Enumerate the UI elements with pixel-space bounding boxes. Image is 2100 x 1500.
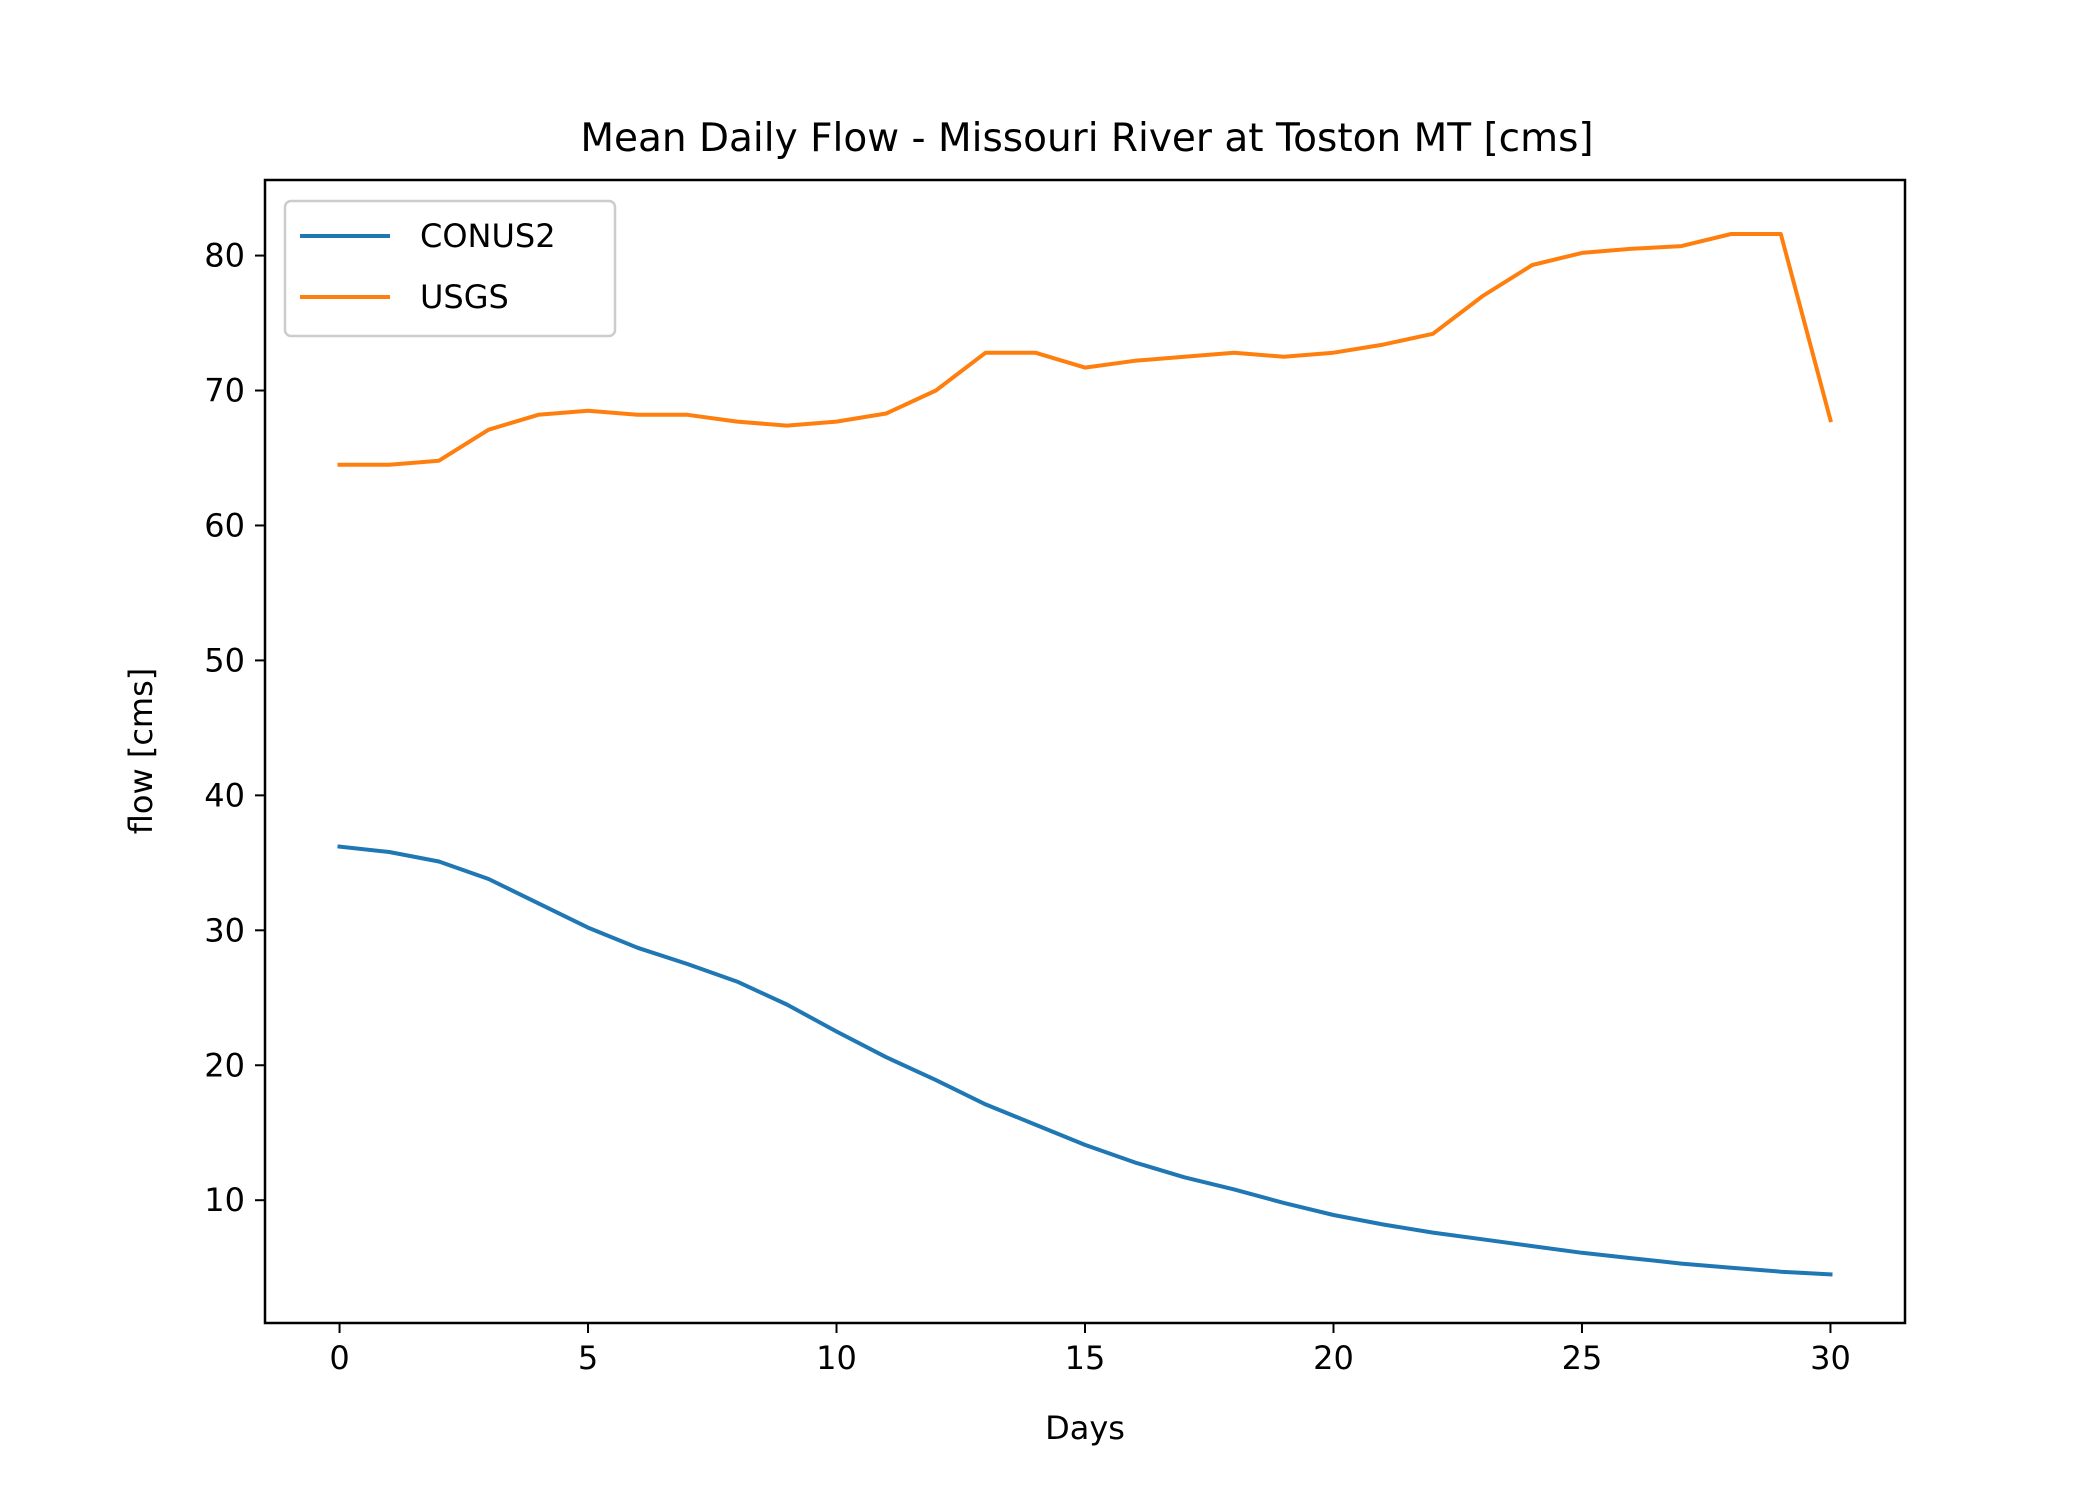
series-layer xyxy=(337,232,1833,1277)
y-tick-label: 60 xyxy=(204,506,245,544)
y-axis-ticks: 10 20 30 40 50 60 70 80 xyxy=(204,237,265,1219)
x-tick-label: 25 xyxy=(1562,1339,1603,1377)
legend-label-conus2: CONUS2 xyxy=(420,217,556,255)
x-tick-label: 10 xyxy=(816,1339,857,1377)
x-tick-label: 15 xyxy=(1065,1339,1106,1377)
series-line-usgs xyxy=(337,232,1833,467)
y-tick-label: 80 xyxy=(204,237,245,275)
y-tick-label: 10 xyxy=(204,1181,245,1219)
y-tick-label: 70 xyxy=(204,372,245,410)
x-axis-label: Days xyxy=(1045,1409,1125,1447)
y-tick-label: 50 xyxy=(204,641,245,679)
y-tick-label: 20 xyxy=(204,1046,245,1084)
x-tick-label: 30 xyxy=(1810,1339,1851,1377)
x-tick-label: 0 xyxy=(329,1339,349,1377)
y-tick-label: 40 xyxy=(204,776,245,814)
legend-label-usgs: USGS xyxy=(420,278,509,316)
chart-title: Mean Daily Flow - Missouri River at Tost… xyxy=(580,116,1593,161)
x-tick-label: 20 xyxy=(1313,1339,1354,1377)
x-axis-ticks: 0 5 10 15 20 25 30 xyxy=(329,1323,1851,1377)
y-axis-label: flow [cms] xyxy=(122,668,160,834)
legend: CONUS2 USGS xyxy=(283,199,617,338)
y-tick-label: 30 xyxy=(204,911,245,949)
x-tick-label: 5 xyxy=(578,1339,598,1377)
series-line-conus2 xyxy=(337,844,1833,1277)
